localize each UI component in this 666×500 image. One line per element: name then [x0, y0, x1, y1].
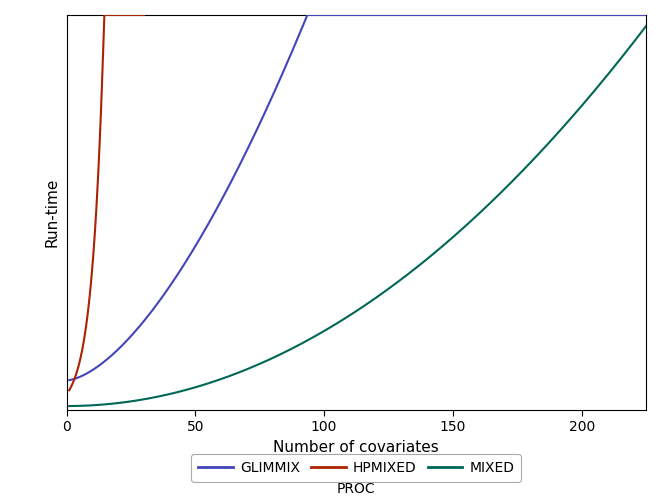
Text: PROC: PROC: [337, 482, 376, 496]
Legend: GLIMMIX, HPMIXED, MIXED: GLIMMIX, HPMIXED, MIXED: [191, 454, 521, 482]
Y-axis label: Run-time: Run-time: [45, 178, 60, 247]
X-axis label: Number of covariates: Number of covariates: [274, 440, 439, 455]
